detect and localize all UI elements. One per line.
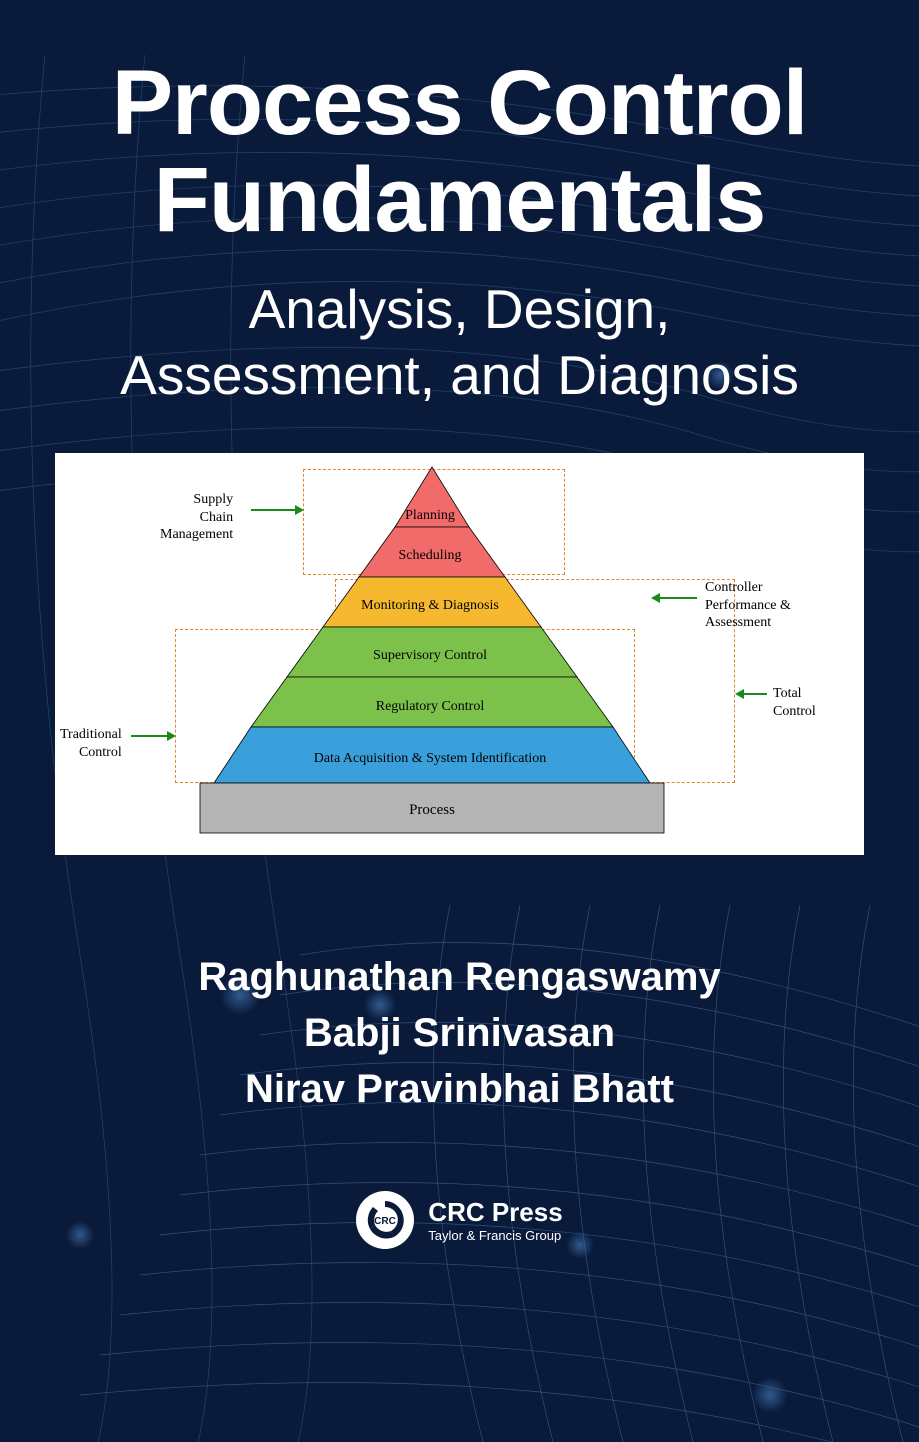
- subtitle-line-2: Assessment, and Diagnosis: [0, 342, 919, 408]
- publisher-text: CRC Press Taylor & Francis Group: [428, 1197, 562, 1243]
- publisher-brand: CRC Press: [428, 1197, 562, 1228]
- publisher-block: CRC CRC Press Taylor & Francis Group: [0, 1191, 919, 1249]
- layer-label-scheduling: Scheduling: [399, 548, 462, 563]
- layer-label-regulatory: Regulatory Control: [376, 699, 485, 714]
- author-1: Raghunathan Rengaswamy: [0, 950, 919, 1004]
- subtitle-line-1: Analysis, Design,: [0, 276, 919, 342]
- book-subtitle: Analysis, Design, Assessment, and Diagno…: [0, 276, 919, 408]
- pyramid-svg: Planning Scheduling Monitoring & Diagnos…: [55, 453, 865, 855]
- publisher-tagline: Taylor & Francis Group: [428, 1228, 562, 1243]
- layer-label-supervisory: Supervisory Control: [373, 648, 487, 663]
- layer-label-process: Process: [409, 802, 455, 818]
- author-3: Nirav Pravinbhai Bhatt: [0, 1062, 919, 1116]
- crc-logo-icon: CRC: [356, 1191, 414, 1249]
- title-line-1: Process Control: [0, 55, 919, 152]
- layer-label-monitoring: Monitoring & Diagnosis: [361, 598, 499, 613]
- title-line-2: Fundamentals: [0, 152, 919, 249]
- layer-label-data-acq: Data Acquisition & System Identification: [314, 751, 547, 766]
- pyramid-diagram: Supply Chain Management Traditional Cont…: [55, 453, 864, 855]
- layer-label-planning: Planning: [405, 508, 455, 523]
- author-2: Babji Srinivasan: [0, 1006, 919, 1060]
- svg-text:CRC: CRC: [374, 1216, 396, 1227]
- book-title: Process Control Fundamentals: [0, 55, 919, 248]
- authors-block: Raghunathan Rengaswamy Babji Srinivasan …: [0, 950, 919, 1116]
